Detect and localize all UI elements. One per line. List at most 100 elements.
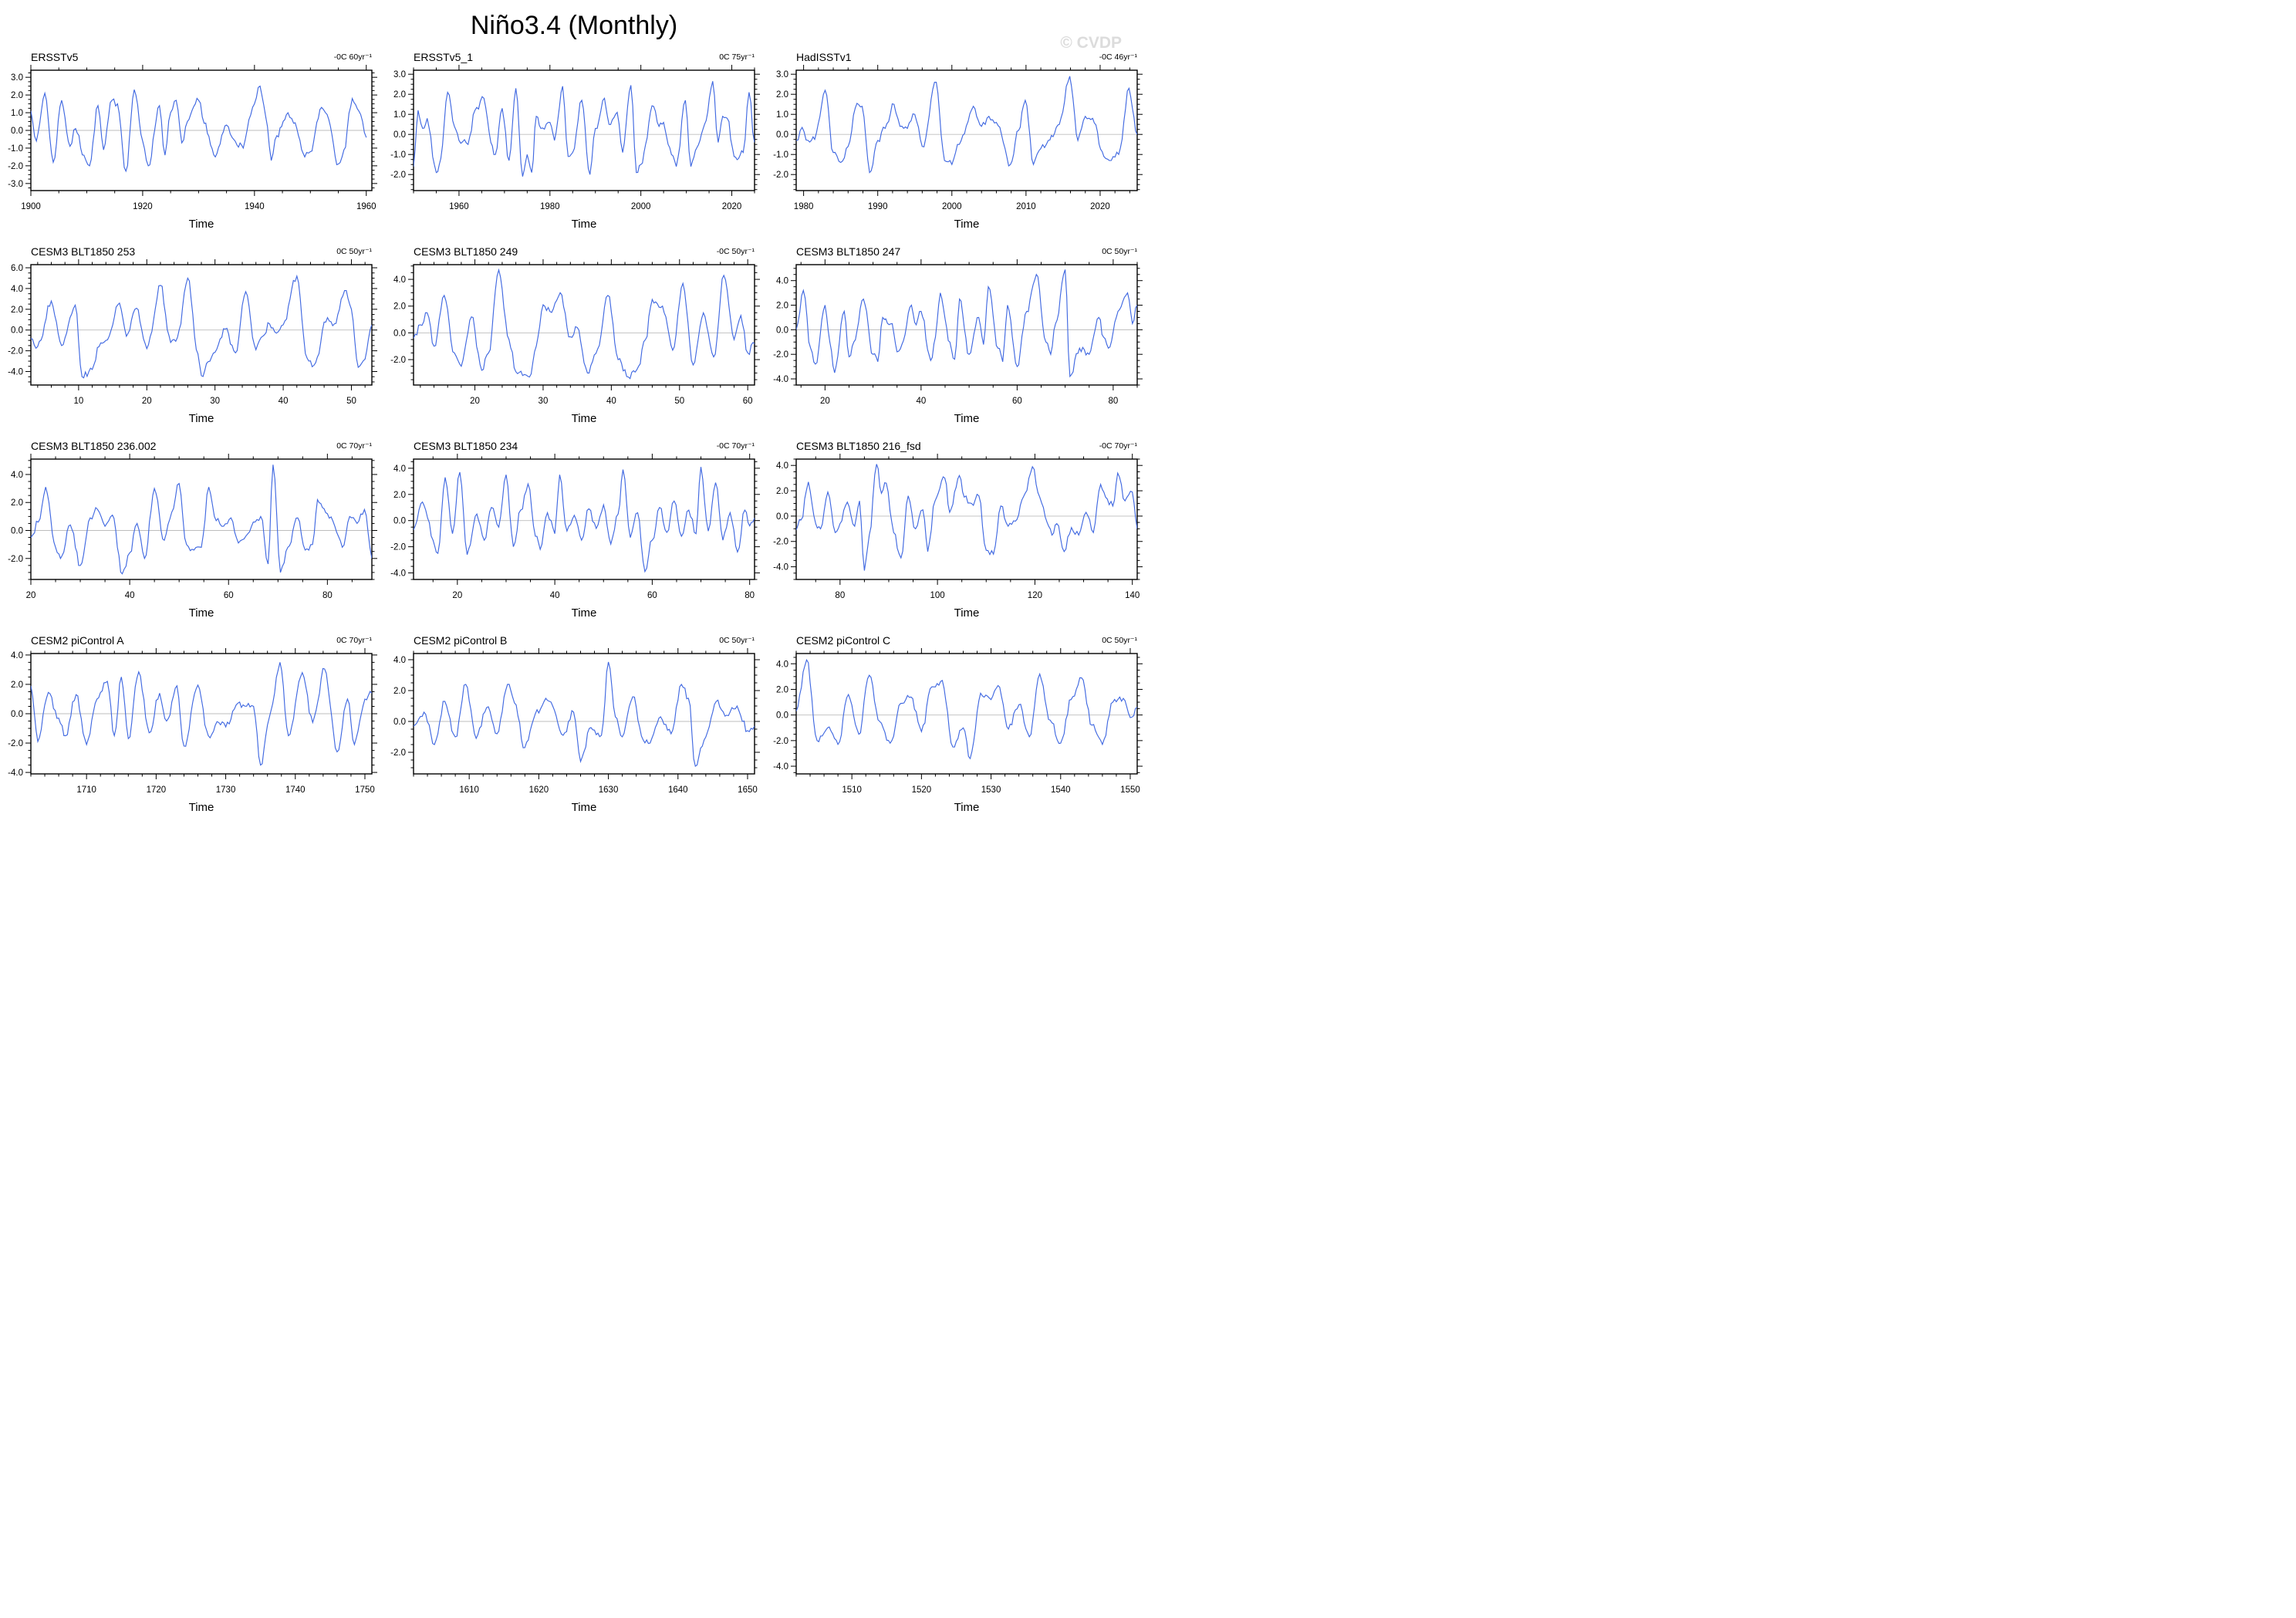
x-tick-label: 1720 bbox=[147, 785, 167, 795]
y-tick-label: 3.0 bbox=[776, 70, 788, 79]
plot-frame bbox=[30, 653, 373, 775]
x-axis-labels: 1900 1920 1940 1960 bbox=[21, 202, 376, 211]
x-tick-label: 20 bbox=[142, 397, 152, 406]
y-tick-label: 6.0 bbox=[11, 264, 23, 273]
panel-title: CESM3 BLT1850 234 bbox=[414, 440, 518, 452]
y-tick-label: 0.0 bbox=[11, 127, 23, 136]
x-tick-label: 1630 bbox=[599, 785, 619, 795]
x-tick-label: 1510 bbox=[842, 785, 862, 795]
trend-label: 0C 75yr⁻¹ bbox=[719, 52, 755, 62]
trend-label: 0C 50yr⁻¹ bbox=[1102, 636, 1137, 645]
panel-cesm3-blt1850-253: CESM3 BLT1850 253 0C 50yr⁻¹ 6.0 4.0 2.0 0.0 -2… bbox=[0, 243, 383, 431]
panel-title: ERSSTv5_1 bbox=[414, 51, 473, 63]
panel-ersstv5-1: ERSSTv5_1 0C 75yr⁻¹ 3.0 2.0 1.0 0.0 -1.0 -2.0 19… bbox=[383, 49, 765, 237]
x-tick-label: 1980 bbox=[794, 202, 814, 211]
panel-title: CESM3 BLT1850 247 bbox=[796, 245, 900, 258]
trend-label: -0C 70yr⁻¹ bbox=[1099, 441, 1138, 451]
y-tick-label: 3.0 bbox=[11, 73, 23, 83]
y-tick-label: 0.0 bbox=[11, 326, 23, 336]
plot-frame bbox=[795, 458, 1138, 580]
y-tick-label: 0.0 bbox=[11, 710, 23, 719]
y-tick-label: 4.0 bbox=[393, 275, 406, 285]
time-axis-label: Time bbox=[954, 606, 980, 620]
x-axis-labels: 1960 1980 2000 2020 bbox=[449, 202, 741, 211]
time-axis-label: Time bbox=[954, 218, 980, 231]
y-tick-label: 2.0 bbox=[11, 91, 23, 100]
trend-label: -0C 46yr⁻¹ bbox=[1099, 52, 1138, 62]
y-tick-label: 0.0 bbox=[393, 718, 406, 727]
y-tick-label: -4.0 bbox=[8, 768, 23, 778]
y-tick-label: -4.0 bbox=[773, 563, 788, 573]
axis-ticks bbox=[408, 65, 760, 196]
panel-chart: CESM3 BLT1850 216_fsd -0C 70yr⁻¹ 4.0 2.0 0.0… bbox=[773, 440, 1143, 620]
x-tick-label: 1960 bbox=[356, 202, 376, 211]
panel-cesm3-blt1850-236-002: CESM3 BLT1850 236.002 0C 70yr⁻¹ 4.0 2.0 0.0 -… bbox=[0, 437, 383, 626]
time-axis-label: Time bbox=[954, 412, 980, 425]
y-tick-label: -2.0 bbox=[8, 162, 23, 171]
x-axis-labels: 1610 1620 1630 1640 1650 bbox=[459, 785, 757, 795]
y-tick-label: 0.0 bbox=[776, 711, 788, 721]
x-tick-label: 2000 bbox=[942, 202, 962, 211]
x-tick-label: 40 bbox=[125, 591, 135, 600]
plot-frame bbox=[795, 69, 1138, 191]
panel-hadisstv1: HadISSTv1 -0C 46yr⁻¹ 3.0 2.0 1.0 0.0 -1.0 -2.0 1… bbox=[765, 49, 1148, 237]
y-tick-label: -2.0 bbox=[773, 350, 788, 360]
plot-frame bbox=[413, 458, 755, 580]
y-axis-labels: 6.0 4.0 2.0 0.0 -2.0 -4.0 bbox=[8, 264, 23, 377]
x-axis-labels: 20 40 60 80 bbox=[820, 397, 1118, 406]
x-tick-label: 1710 bbox=[76, 785, 96, 795]
plot-frame bbox=[413, 264, 755, 386]
plot-frame bbox=[413, 653, 755, 775]
x-axis-labels: 20 40 60 80 bbox=[26, 591, 333, 600]
x-tick-label: 80 bbox=[835, 591, 845, 600]
panel-title: HadISSTv1 bbox=[796, 51, 852, 63]
y-tick-label: -4.0 bbox=[773, 375, 788, 384]
panel-chart: CESM2 piControl A 0C 70yr⁻¹ 4.0 2.0 0.0 -2.0 -… bbox=[8, 634, 377, 814]
y-tick-label: 4.0 bbox=[11, 285, 23, 294]
y-axis-labels: 4.0 2.0 0.0 -2.0 -4.0 bbox=[773, 660, 788, 772]
x-tick-label: 60 bbox=[743, 397, 753, 406]
x-tick-label: 1900 bbox=[21, 202, 41, 211]
y-tick-label: 4.0 bbox=[11, 651, 23, 660]
x-tick-label: 20 bbox=[820, 397, 830, 406]
series-line bbox=[31, 464, 372, 575]
time-axis-label: Time bbox=[954, 801, 980, 814]
trend-label: -0C 60yr⁻¹ bbox=[334, 52, 373, 62]
panel-cesm3-blt1850-249: CESM3 BLT1850 249 -0C 50yr⁻¹ 4.0 2.0 0.0 -2.0… bbox=[383, 243, 765, 431]
axis-ticks bbox=[408, 648, 760, 779]
y-tick-label: 4.0 bbox=[393, 656, 406, 665]
y-tick-label: 2.0 bbox=[393, 491, 406, 500]
y-axis-labels: 4.0 2.0 0.0 -2.0 bbox=[390, 275, 406, 365]
series-line bbox=[31, 85, 367, 173]
x-tick-label: 2020 bbox=[722, 202, 742, 211]
panel-title: CESM3 BLT1850 249 bbox=[414, 245, 518, 258]
axis-ticks bbox=[791, 65, 1143, 196]
y-axis-labels: 4.0 2.0 0.0 -2.0 -4.0 bbox=[773, 277, 788, 384]
y-tick-label: -2.0 bbox=[8, 347, 23, 356]
series-line bbox=[414, 661, 755, 767]
cvdp-watermark: © CVDP bbox=[1060, 34, 1122, 52]
x-tick-label: 30 bbox=[539, 397, 549, 406]
y-tick-label: -4.0 bbox=[773, 762, 788, 772]
y-tick-label: 0.0 bbox=[776, 326, 788, 335]
y-axis-labels: 4.0 2.0 0.0 -2.0 -4.0 bbox=[390, 464, 406, 579]
trend-label: -0C 70yr⁻¹ bbox=[717, 441, 755, 451]
series-line bbox=[796, 658, 1137, 760]
x-tick-label: 20 bbox=[452, 591, 462, 600]
panel-title: CESM2 piControl B bbox=[414, 634, 507, 647]
plot-frame bbox=[795, 264, 1138, 386]
x-tick-label: 40 bbox=[279, 397, 289, 406]
y-tick-label: -1.0 bbox=[8, 144, 23, 154]
y-tick-label: 4.0 bbox=[393, 464, 406, 474]
y-tick-label: -4.0 bbox=[8, 368, 23, 377]
x-tick-label: 1610 bbox=[459, 785, 479, 795]
panel-chart: CESM2 piControl B 0C 50yr⁻¹ 4.0 2.0 0.0 -2.0 1… bbox=[390, 634, 760, 814]
x-tick-label: 1520 bbox=[912, 785, 932, 795]
y-axis-labels: 4.0 2.0 0.0 -2.0 -4.0 bbox=[8, 651, 23, 778]
time-axis-label: Time bbox=[572, 412, 597, 425]
panel-ersstv5: ERSSTv5 -0C 60yr⁻¹ 3.0 2.0 1.0 0.0 -1.0 -2.0 -3.… bbox=[0, 49, 383, 237]
panel-chart: CESM3 BLT1850 234 -0C 70yr⁻¹ 4.0 2.0 0.0 -2.0… bbox=[390, 440, 760, 620]
panel-chart: CESM3 BLT1850 247 0C 50yr⁻¹ 4.0 2.0 0.0 -2.0 -… bbox=[773, 245, 1143, 425]
series-line bbox=[414, 81, 755, 177]
panel-chart: CESM3 BLT1850 236.002 0C 70yr⁻¹ 4.0 2.0 0.0 -… bbox=[8, 440, 377, 620]
